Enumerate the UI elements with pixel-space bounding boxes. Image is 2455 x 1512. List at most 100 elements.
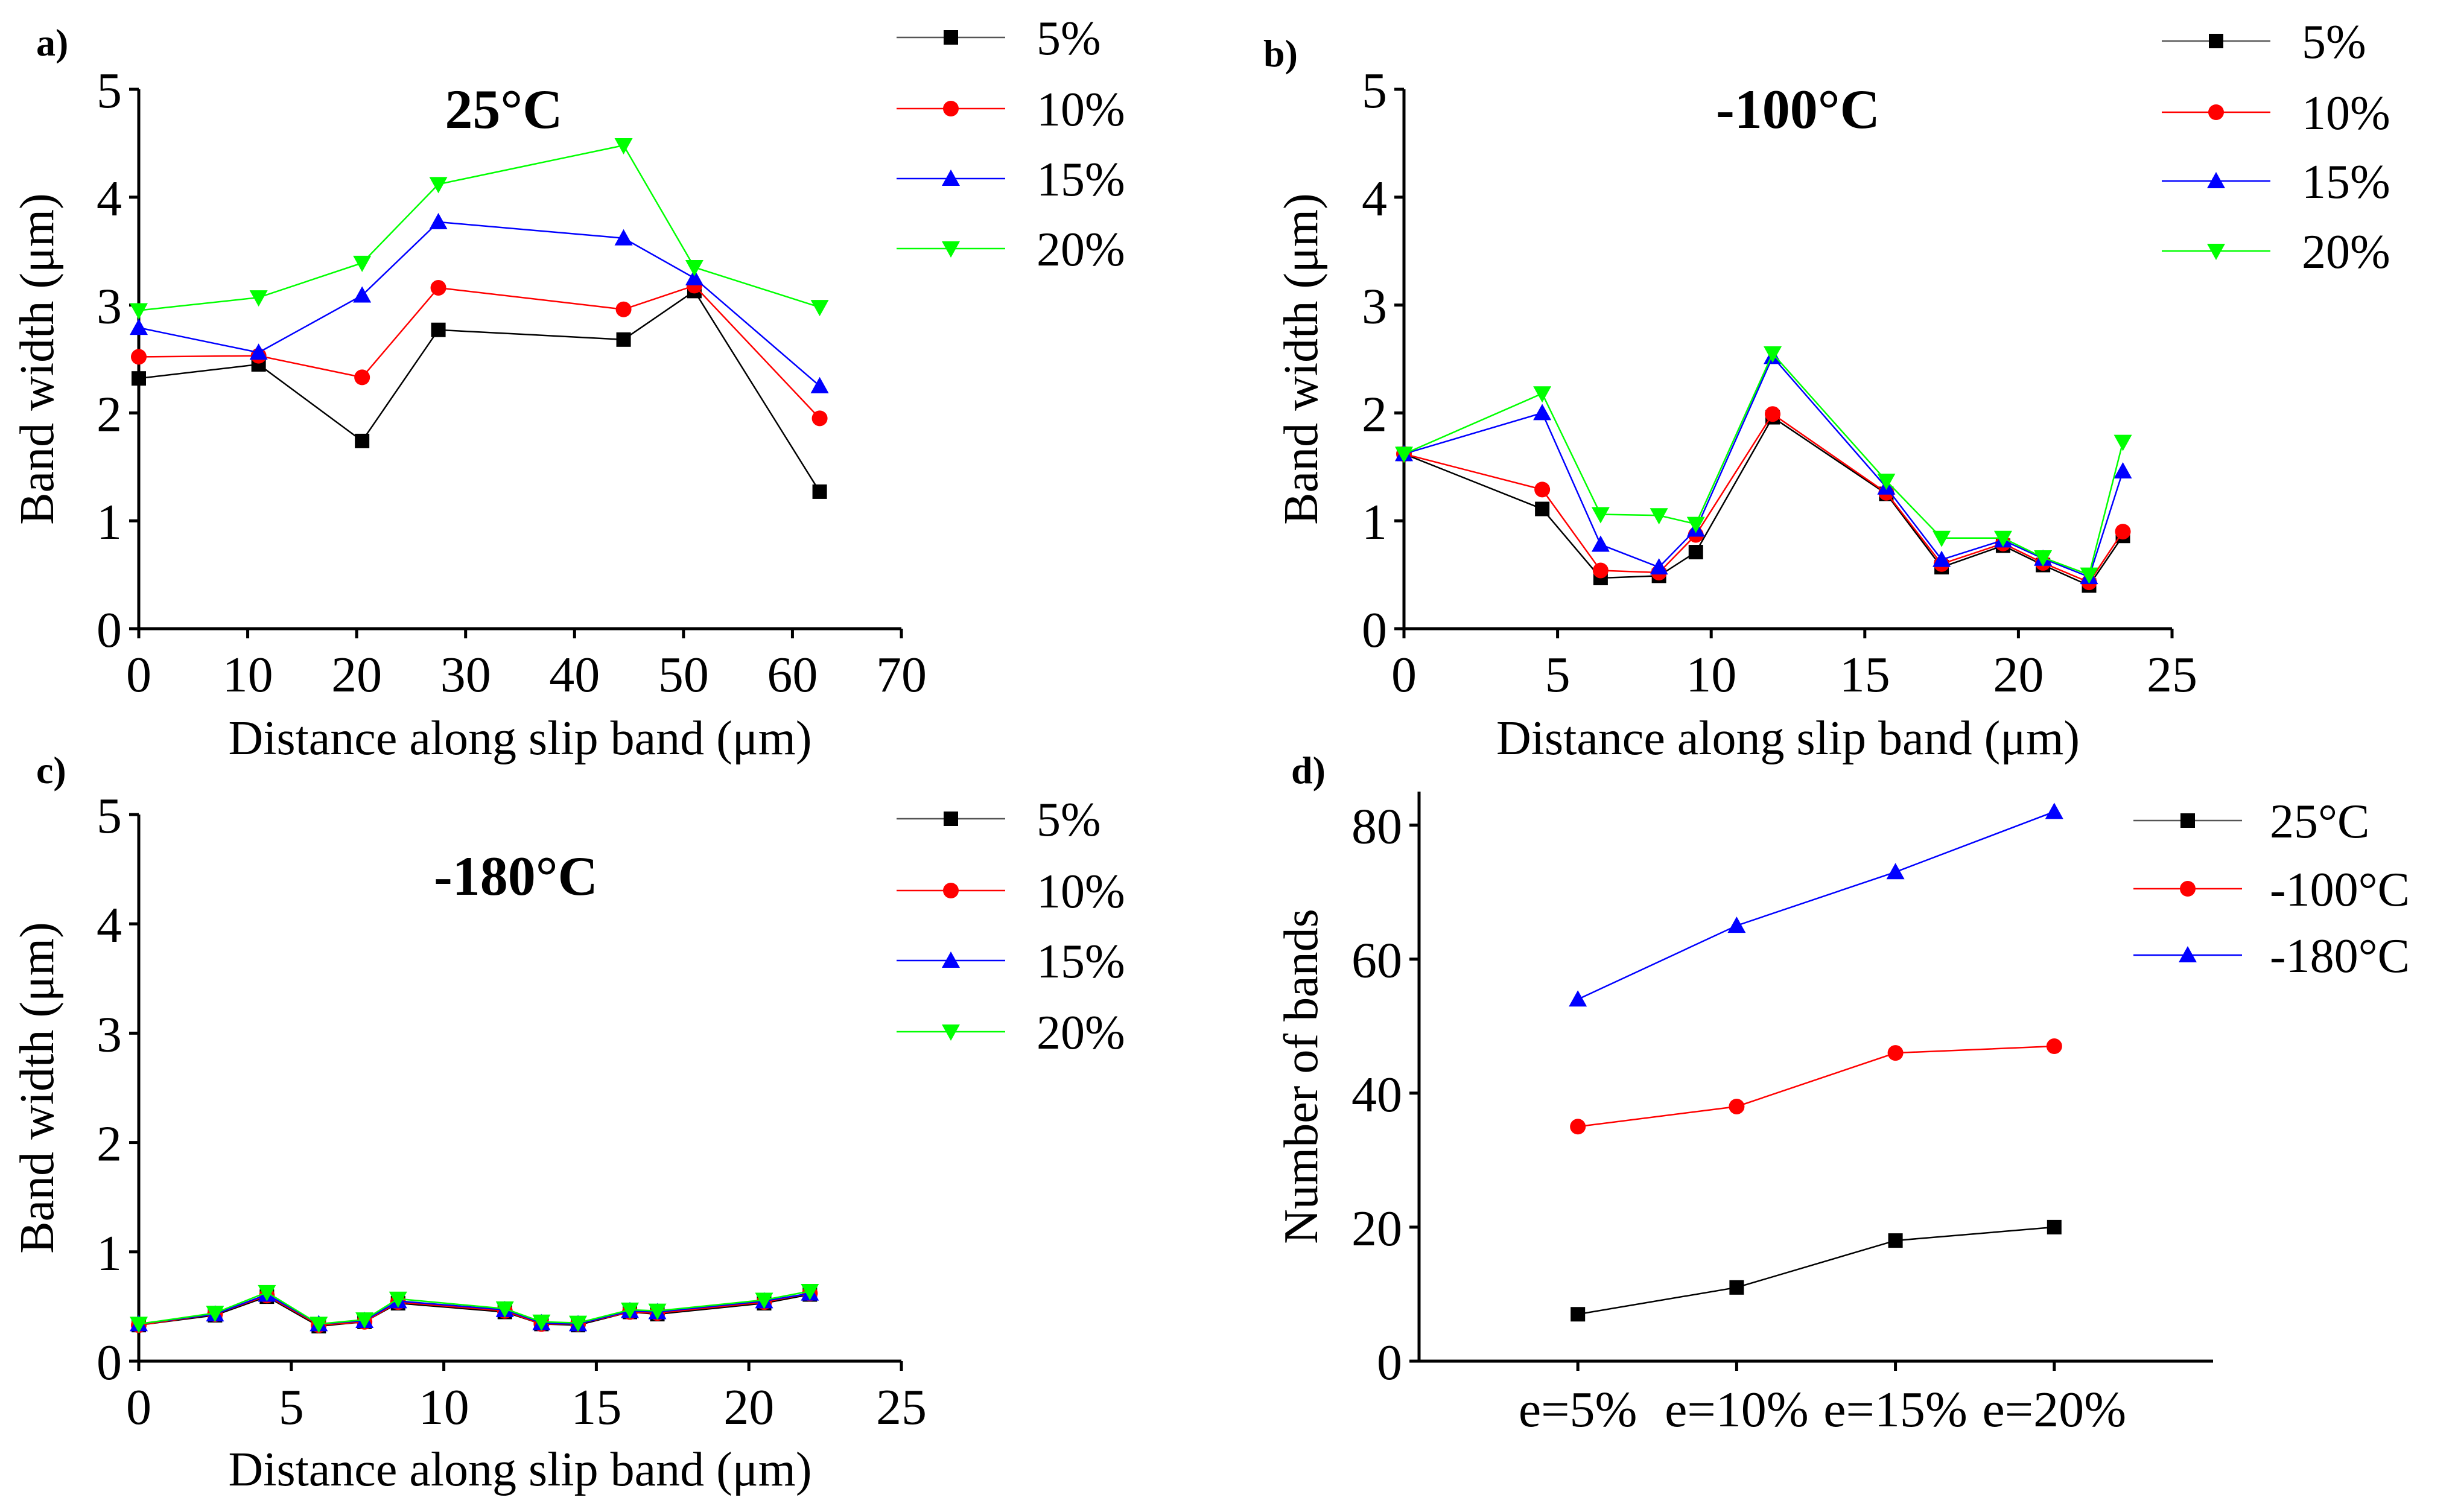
data-point [614, 229, 633, 246]
y-tick-label: 1 [1362, 494, 1387, 550]
data-point [258, 1285, 276, 1301]
x-tick-label: 15 [1840, 647, 1890, 703]
data-point [353, 286, 372, 303]
data-point [430, 279, 446, 296]
x-tick-label: 60 [767, 647, 818, 703]
legend-entry: 20% [897, 223, 1125, 276]
data-point [1533, 386, 1552, 403]
y-axis-label: Band width (μm) [11, 922, 64, 1254]
y-axis-label: Number of bands [1275, 909, 1328, 1244]
y-tick-label: 80 [1351, 799, 1402, 855]
legend-marker [2180, 881, 2196, 897]
legend-label: 10% [2302, 87, 2390, 140]
series-3 [1395, 348, 2132, 585]
legend-entry: -180°C [2133, 930, 2410, 983]
data-point [131, 349, 147, 365]
y-axis-label: Band width (μm) [1275, 193, 1328, 525]
x-tick-label: e=10% [1665, 1382, 1809, 1438]
y-tick-label: 3 [97, 1006, 122, 1063]
x-tick-label: e=5% [1519, 1382, 1637, 1438]
chart-title: -180°C [434, 845, 598, 907]
y-tick-label: 3 [97, 279, 122, 335]
series-line [138, 1294, 810, 1327]
data-point [1571, 1307, 1586, 1322]
series-line [1403, 413, 2124, 583]
panel-letter: a) [36, 21, 68, 64]
legend-marker [943, 883, 959, 898]
y-tick-label: 0 [97, 1335, 122, 1391]
data-point [812, 484, 827, 499]
data-point [2080, 567, 2098, 584]
x-tick-label: 15 [571, 1379, 621, 1435]
data-point [532, 1314, 551, 1331]
data-point [1570, 1119, 1586, 1135]
y-tick-label: 4 [1362, 171, 1387, 227]
series-line [138, 144, 820, 311]
x-axis-label: Distance along slip band (μm) [1496, 712, 2080, 765]
y-tick-label: 1 [97, 1225, 122, 1282]
data-point [429, 177, 448, 194]
legend-label: 20% [1037, 223, 1125, 276]
y-tick-label: 3 [1362, 279, 1387, 335]
data-point [130, 1317, 148, 1333]
x-tick-label: 20 [331, 647, 382, 703]
legend-entry: 15% [897, 935, 1125, 988]
data-point [1395, 446, 1413, 463]
y-tick-label: 40 [1351, 1067, 1402, 1123]
data-point [1533, 404, 1552, 421]
series-4 [1395, 346, 2132, 584]
series-4 [130, 1284, 819, 1333]
data-point [1887, 1045, 1904, 1061]
legend-label: 10% [1037, 865, 1125, 918]
series-1 [132, 1287, 818, 1334]
y-tick-label: 0 [1362, 602, 1387, 658]
x-tick-label: 50 [658, 647, 709, 703]
series-line [138, 290, 821, 492]
x-tick-label: 20 [723, 1379, 774, 1435]
data-point [429, 212, 448, 229]
data-point [1591, 535, 1610, 552]
legend-label: 5% [1037, 12, 1101, 65]
x-tick-label: 10 [1686, 647, 1736, 703]
data-point [2114, 462, 2132, 478]
series-line [1403, 355, 2124, 578]
legend-entry: 5% [897, 793, 1101, 847]
legend-marker [942, 170, 960, 186]
legend-entry: 25°C [2133, 795, 2369, 848]
y-axis-label: Band width (μm) [11, 193, 64, 525]
data-point [801, 1284, 819, 1301]
legend-entry: 10% [897, 865, 1125, 918]
legend-label: -180°C [2270, 930, 2410, 983]
data-point [1933, 550, 1951, 567]
y-tick-label: 5 [1362, 63, 1387, 119]
data-point [616, 332, 631, 347]
chart-title: 25°C [445, 78, 562, 140]
data-point [130, 303, 148, 320]
data-point [310, 1317, 328, 1333]
data-point [811, 410, 828, 427]
x-tick-label: 20 [1993, 647, 2044, 703]
x-tick-label: 5 [1545, 647, 1571, 703]
x-axis-label: Distance along slip band (μm) [228, 712, 811, 765]
data-point [249, 343, 268, 360]
data-point [1650, 508, 1668, 525]
data-point [615, 301, 632, 317]
data-point [355, 1312, 374, 1329]
data-point [1765, 406, 1781, 422]
chart-panel-4: 0 20 40 60 80 e=5% e=10% e=15% e=20% d) Number of … [1275, 749, 2410, 1438]
series-1 [1571, 1219, 2062, 1322]
x-tick-label: 10 [223, 647, 273, 703]
data-point [621, 1302, 640, 1319]
y-tick-label: 5 [97, 788, 122, 844]
data-point [2046, 1038, 2062, 1055]
data-point [1993, 530, 2012, 547]
legend-label: 5% [2302, 16, 2366, 69]
data-point [1729, 1098, 1745, 1114]
panel-letter: b) [1263, 32, 1298, 75]
data-point [810, 376, 829, 393]
data-point [1886, 863, 1905, 880]
data-point [389, 1291, 407, 1308]
chart-panel-3: 0 1 2 3 4 5 0 5 10 15 20 25 c) -180°C Distance along s… [11, 749, 1125, 1496]
legend-marker [2207, 172, 2225, 188]
